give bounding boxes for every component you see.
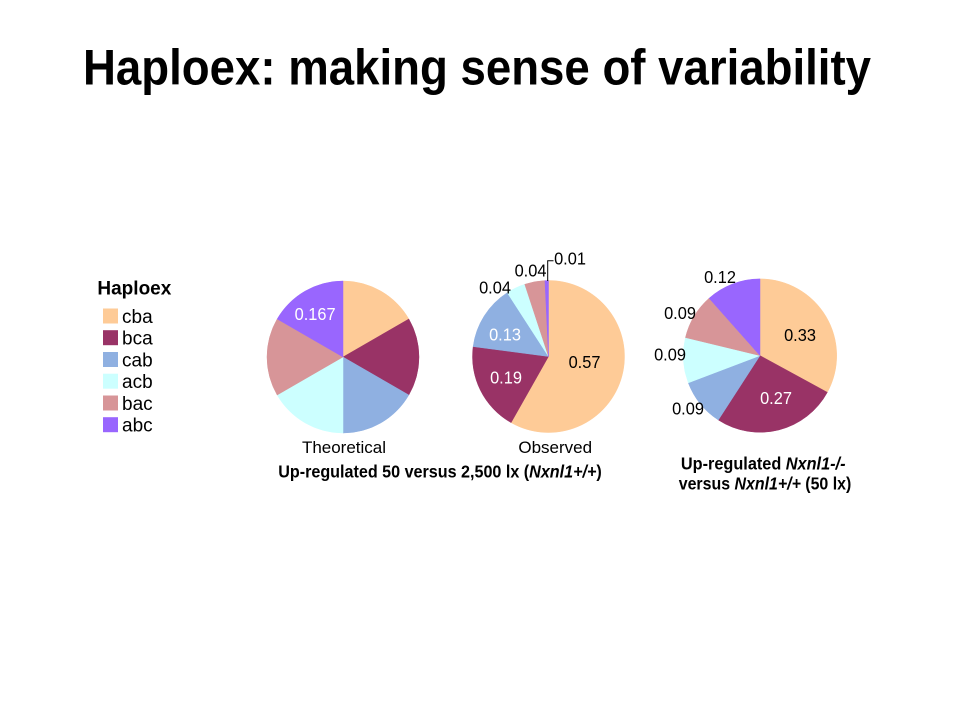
svg-text:Up-regulated 50 versus 2,500 l: Up-regulated 50 versus 2,500 lx (Nxnl1+/… xyxy=(278,462,602,482)
svg-text:0.167: 0.167 xyxy=(295,303,336,324)
svg-text:0.19: 0.19 xyxy=(490,367,522,388)
svg-text:cba: cba xyxy=(122,307,153,328)
svg-text:0.04: 0.04 xyxy=(479,277,511,298)
svg-text:Haploex: Haploex xyxy=(97,278,171,299)
svg-text:acb: acb xyxy=(122,372,153,393)
svg-text:bac: bac xyxy=(122,394,153,415)
svg-text:0.01: 0.01 xyxy=(554,248,586,269)
svg-text:0.33: 0.33 xyxy=(784,324,816,345)
svg-text:Haploex: making sense of varia: Haploex: making sense of variability xyxy=(83,41,871,96)
svg-text:0.57: 0.57 xyxy=(569,351,601,372)
svg-text:abc: abc xyxy=(122,416,153,437)
svg-text:Up-regulated Nxnl1-/-: Up-regulated Nxnl1-/- xyxy=(681,454,846,474)
svg-text:bca: bca xyxy=(122,329,153,350)
svg-text:Observed: Observed xyxy=(518,438,592,457)
svg-text:0.09: 0.09 xyxy=(664,302,696,323)
svg-text:0.12: 0.12 xyxy=(704,266,736,287)
svg-text:cab: cab xyxy=(122,351,153,372)
svg-text:0.09: 0.09 xyxy=(654,344,686,365)
svg-text:0.09: 0.09 xyxy=(672,398,704,419)
svg-text:versus Nxnl1+/+ (50 lx): versus Nxnl1+/+ (50 lx) xyxy=(679,474,852,494)
svg-text:0.04: 0.04 xyxy=(515,260,547,281)
svg-text:0.13: 0.13 xyxy=(489,324,521,345)
svg-text:0.27: 0.27 xyxy=(760,387,792,408)
svg-text:Theoretical: Theoretical xyxy=(302,438,386,457)
